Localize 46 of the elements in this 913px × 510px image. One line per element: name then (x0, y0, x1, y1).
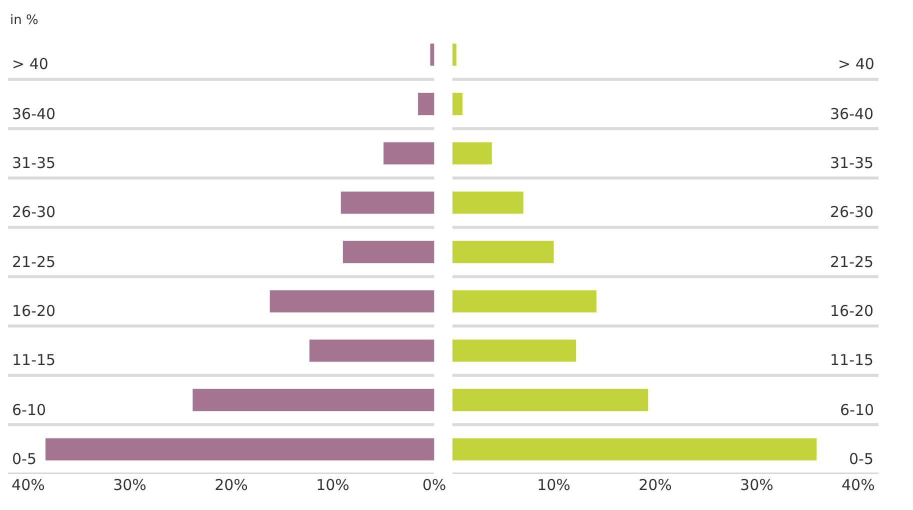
y-tick-label: 0-5 (849, 450, 874, 468)
y-tick-label: 26-30 (830, 203, 874, 221)
bar (452, 290, 596, 312)
bar (340, 192, 434, 214)
bar (192, 388, 434, 412)
y-tick-label: 6-10 (840, 401, 874, 419)
bar (452, 192, 524, 214)
y-tick-label: 26-30 (12, 203, 56, 221)
x-tick-label: 30% (740, 476, 774, 494)
y-tick-label: 36-40 (830, 105, 874, 123)
y-tick-label: 0-5 (12, 450, 36, 468)
bar (452, 44, 456, 66)
x-tick-label: 20% (214, 476, 248, 494)
text: in % (10, 13, 38, 28)
bar (452, 92, 462, 116)
bar (430, 44, 434, 66)
bar (452, 340, 576, 362)
bar (452, 142, 492, 164)
bar (45, 438, 434, 460)
bar (309, 340, 434, 362)
y-tick-label: 16-20 (12, 302, 56, 320)
x-tick-label: 30% (113, 476, 146, 494)
y-tick-label: 11-15 (830, 351, 874, 369)
bar (342, 240, 434, 264)
x-tick-label: 0% (422, 476, 446, 494)
y-tick-label: 31-35 (830, 154, 874, 172)
bar (452, 438, 817, 460)
y-tick-label: 31-35 (12, 154, 56, 172)
y-tick-label: 16-20 (830, 302, 874, 320)
y-tick-label: > 40 (12, 55, 48, 73)
y-tick-label: 6-10 (12, 401, 46, 419)
y-tick-label: 11-15 (12, 351, 56, 369)
x-tick-label: 40% (842, 476, 875, 494)
y-tick-label: > 40 (838, 55, 874, 73)
bar (270, 290, 434, 312)
y-tick-label: 36-40 (12, 105, 56, 123)
bar (452, 240, 554, 264)
bar (418, 92, 434, 116)
x-tick-label: 10% (537, 476, 570, 494)
x-tick-label: 10% (316, 476, 350, 494)
bar (384, 142, 434, 164)
y-tick-label: 21-25 (12, 253, 56, 271)
y-tick-label: 21-25 (830, 253, 874, 271)
bar (452, 388, 648, 412)
x-tick-label: 20% (638, 476, 672, 494)
x-tick-label: 40% (12, 476, 45, 494)
